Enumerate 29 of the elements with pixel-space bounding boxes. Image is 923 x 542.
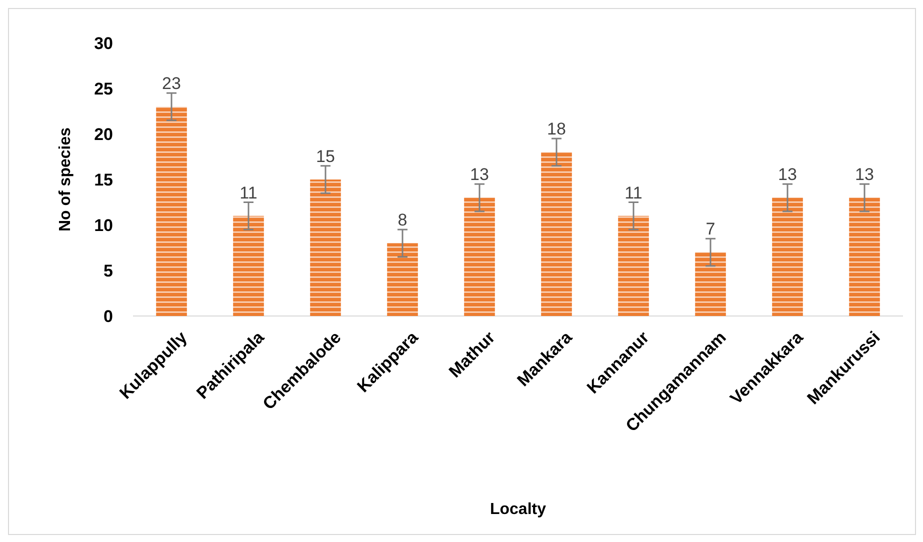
- bar: [618, 216, 649, 316]
- data-label: 13: [855, 165, 874, 184]
- y-tick-label: 20: [94, 124, 113, 144]
- y-tick-label: 0: [104, 306, 113, 326]
- data-label: 13: [470, 165, 489, 184]
- y-tick-label: 15: [94, 170, 113, 190]
- y-axis-title: No of species: [57, 127, 74, 232]
- bar: [387, 243, 418, 316]
- x-axis-title: Localty: [490, 501, 546, 518]
- data-label: 18: [547, 120, 566, 139]
- bar: [464, 198, 495, 316]
- bar: [310, 180, 341, 316]
- bar: [849, 198, 880, 316]
- y-tick-label: 5: [104, 261, 113, 280]
- data-label: 11: [624, 183, 642, 202]
- bar: [233, 216, 264, 316]
- bar: [772, 198, 803, 316]
- data-label: 11: [240, 183, 258, 202]
- bar: [541, 152, 572, 316]
- y-tick-label: 25: [94, 79, 113, 98]
- data-label: 23: [162, 74, 181, 94]
- bar: [695, 252, 726, 316]
- data-label: 7: [706, 220, 716, 239]
- y-tick-label: 10: [94, 216, 113, 235]
- bar: [156, 106, 187, 316]
- data-label: 13: [778, 165, 797, 184]
- y-tick-label: 30: [94, 34, 113, 53]
- data-label: 8: [398, 210, 408, 230]
- data-label: 15: [316, 146, 335, 166]
